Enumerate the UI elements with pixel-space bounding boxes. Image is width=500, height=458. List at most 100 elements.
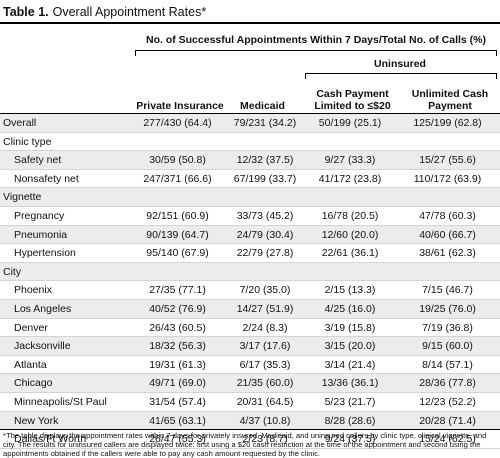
cell: 9/27 (33.3) <box>324 154 376 167</box>
cell: 5/23 (21.7) <box>324 395 376 408</box>
cell: 67/199 (33.7) <box>233 172 297 185</box>
row-label: Dallas/Ft Worth <box>14 433 87 446</box>
cell: 12/32 (37.5) <box>236 154 294 167</box>
cell: 4/25 (16.0) <box>324 302 376 315</box>
table-row: Atlanta 19/31 (61.3) 6/17 (35.3) 3/14 (21.4… <box>0 356 500 375</box>
cell: 40/52 (76.9) <box>149 302 206 315</box>
cell: 19/31 (61.3) <box>149 358 206 371</box>
cell: 79/231 (34.2) <box>233 117 297 129</box>
table-row: Pneumonia 90/139 (64.7) 24/79 (30.4) 12/60 … <box>0 225 500 245</box>
cell: 40/60 (66.7) <box>419 228 476 241</box>
table-row: Pregnancy 92/151 (60.9) 33/73 (45.2) 16/78 … <box>0 207 500 226</box>
cell: 41/65 (63.1) <box>149 414 206 427</box>
table-row: Hypertension 95/140 (67.9) 22/79 (27.8) 22/… <box>0 244 500 263</box>
cell: 6/17 (35.3) <box>239 358 291 371</box>
cell: 3/15 (20.0) <box>324 340 376 353</box>
cell: 277/430 (64.4) <box>143 117 212 129</box>
bracket <box>135 50 497 56</box>
table-row: Vignette <box>0 188 500 207</box>
cell: 15/27 (55.6) <box>419 154 476 167</box>
cell: 2/23 (8.7) <box>242 433 288 446</box>
column-header: Private Insurance <box>136 100 224 112</box>
cell: 30/59 (50.8) <box>149 154 206 167</box>
table-title: Overall Appointment Rates* <box>52 5 207 19</box>
row-label: Overall <box>3 117 37 129</box>
cell: 13/36 (36.1) <box>321 377 379 390</box>
cell: 92/151 (60.9) <box>146 209 209 222</box>
table-row: Phoenix 27/35 (77.1) 7/20 (35.0) 2/15 (13.3… <box>0 281 500 300</box>
column-header: Medicaid <box>240 100 285 112</box>
cell: 8/28 (28.6) <box>324 414 376 427</box>
cell: 12/23 (52.2) <box>419 395 476 408</box>
row-label: Safety net <box>14 154 62 167</box>
cell: 95/140 (67.9) <box>146 247 209 260</box>
table-header: No. of Successful Appointments Within 7 … <box>0 26 500 114</box>
cell: 24/79 (30.4) <box>236 228 294 241</box>
cell: 20/31 (64.5) <box>236 395 294 408</box>
table-body: Overall 277/430 (64.4) 79/231 (34.2) 50/199… <box>0 114 500 449</box>
table-row: Clinic type <box>0 133 500 152</box>
spanner: No. of Successful Appointments Within 7 … <box>145 34 486 46</box>
table-row: Safety net 30/59 (50.8) 12/32 (37.5) 9/27 (… <box>0 151 500 170</box>
cell: 3/19 (15.8) <box>324 321 376 334</box>
cell: 2/24 (8.3) <box>242 321 288 334</box>
cell: 16/78 (20.5) <box>321 209 379 222</box>
group-header: Uninsured <box>374 58 426 70</box>
cell: 41/172 (23.8) <box>318 172 382 185</box>
cell: 27/35 (77.1) <box>149 284 206 297</box>
row-label: Atlanta <box>14 358 47 371</box>
row-label: New York <box>14 414 59 427</box>
row-label: Clinic type <box>3 135 52 148</box>
cell: 19/25 (76.0) <box>419 302 476 315</box>
footnote: *The table displays the appointment rate… <box>0 429 500 458</box>
cell: 47/78 (60.3) <box>419 209 476 222</box>
row-label: Minneapolis/St Paul <box>14 395 107 408</box>
cell: 3/14 (21.4) <box>324 358 376 371</box>
cell: 26/43 (60.5) <box>149 321 206 334</box>
row-label: Vignette <box>3 191 42 204</box>
cell: 247/371 (66.6) <box>143 172 212 185</box>
table-row: Chicago 49/71 (69.0) 21/35 (60.0) 13/36 (36… <box>0 374 500 393</box>
table-row: Nonsafety net 247/371 (66.6) 67/199 (33.7)… <box>0 170 500 189</box>
row-label: Jacksonville <box>14 340 71 353</box>
cell: 9/24 (37.5) <box>324 433 376 446</box>
title-bar: Table 1. Overall Appointment Rates* <box>0 0 500 24</box>
cell: 49/71 (69.0) <box>149 377 206 390</box>
row-label: Chicago <box>14 377 53 390</box>
cell: 14/27 (51.9) <box>236 302 294 315</box>
cell: 28/36 (77.8) <box>419 377 476 390</box>
cell: 21/35 (60.0) <box>236 377 294 390</box>
cell: 7/15 (46.7) <box>422 284 473 297</box>
cell: 38/61 (62.3) <box>419 247 476 260</box>
cell: 20/28 (71.4) <box>419 414 476 427</box>
cell: 18/32 (56.3) <box>149 340 206 353</box>
bracket <box>305 73 497 79</box>
row-label: Los Angeles <box>14 302 72 315</box>
cell: 26/47 (55.3) <box>149 433 206 446</box>
row-label: Hypertension <box>14 247 76 260</box>
cell: 22/61 (36.1) <box>321 247 379 260</box>
table-row: Jacksonville 18/32 (56.3) 3/17 (17.6) 3/15 … <box>0 337 500 356</box>
table-row: Los Angeles 40/52 (76.9) 14/27 (51.9) 4/25 … <box>0 299 500 319</box>
table-row: Overall 277/430 (64.4) 79/231 (34.2) 50/199… <box>0 114 500 133</box>
table-row: Minneapolis/St Paul 31/54 (57.4) 20/31 (64… <box>0 393 500 412</box>
cell: 9/15 (60.0) <box>422 340 473 353</box>
cell: 2/15 (13.3) <box>324 284 376 297</box>
row-label: Phoenix <box>14 284 52 297</box>
row-label: Pregnancy <box>14 209 65 222</box>
cell: 50/199 (25.1) <box>318 117 382 129</box>
cell: 33/73 (45.2) <box>236 209 294 222</box>
cell: 7/19 (36.8) <box>422 321 473 334</box>
cell: 8/14 (57.1) <box>422 358 473 371</box>
table-row: City <box>0 262 500 282</box>
row-label: Denver <box>14 321 48 334</box>
table-row: Denver 26/43 (60.5) 2/24 (8.3) 3/19 (15.8) 7… <box>0 319 500 338</box>
row-label: Pneumonia <box>14 228 68 241</box>
cell: 90/139 (64.7) <box>146 228 209 241</box>
column-header: Cash Payment Limited to ≤$20 <box>314 88 391 112</box>
table-row: New York 41/65 (63.1) 4/37 (10.8) 8/28 (28.… <box>0 411 500 431</box>
cell: 31/54 (57.4) <box>149 395 206 408</box>
cell: 110/172 (63.9) <box>413 172 482 185</box>
cell: 125/199 (62.8) <box>413 117 482 129</box>
